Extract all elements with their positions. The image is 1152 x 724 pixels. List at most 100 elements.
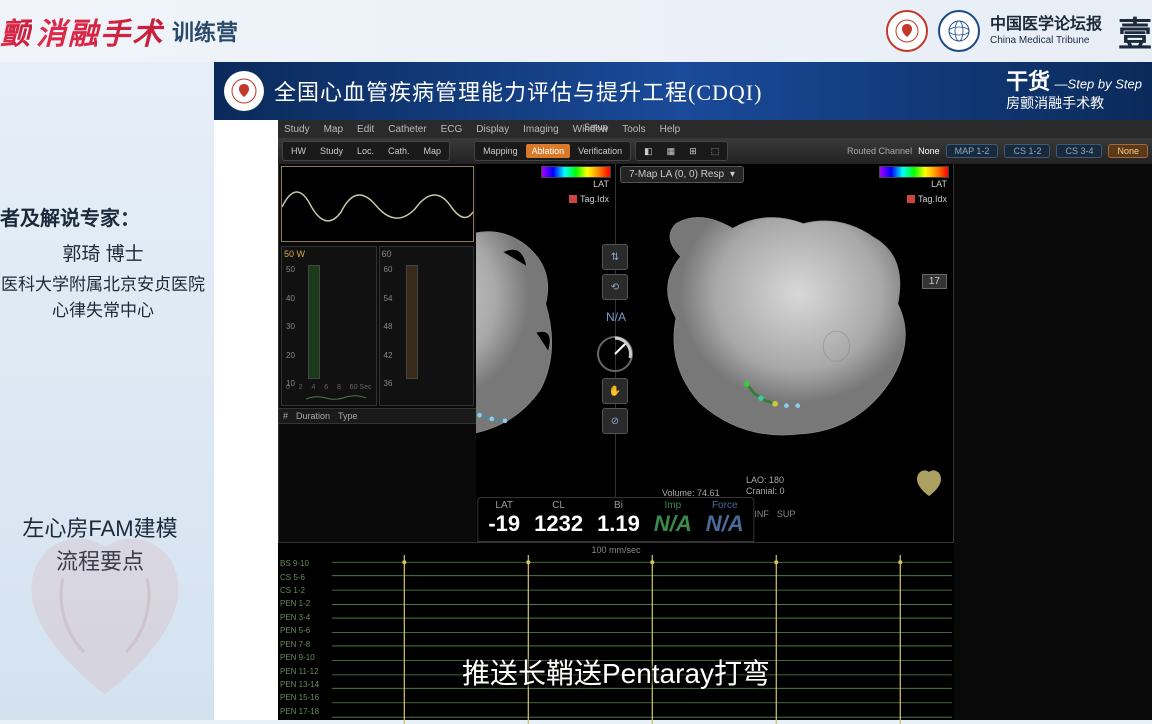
menu-item[interactable]: Map [324,124,343,135]
tool-icon[interactable]: ◧ [638,144,659,159]
cdqi-badge-icon [886,10,928,52]
header-title-main: 消融手术 [36,9,164,53]
menu-item[interactable]: Study [284,124,310,135]
mode-tab-group: Mapping Ablation Verification [474,141,631,161]
ecg-label: BS 9-10 [280,557,330,570]
nav-sup[interactable]: SUP [777,509,796,519]
menu-item[interactable]: ECG [441,124,463,135]
ecg-label: PEN 13-14 [280,678,330,691]
caption-overlay: 推送长鞘送Pentaray打弯 [462,652,770,692]
readout-imp: ImpN/A [654,500,692,537]
mode-mapping[interactable]: Mapping [477,144,524,158]
routed-value: None [918,146,940,156]
tab-cath[interactable]: Cath. [382,144,416,158]
expert-name: 郭琦 博士 [0,239,206,266]
center-na: N/A [602,310,630,324]
orient-info-right: LAO: 180 Cranial: 0 [746,475,785,498]
expert-heading: 者及解说专家： [0,202,206,231]
tab-loc[interactable]: Loc. [351,144,380,158]
readout-lat: LAT-19 [488,500,520,537]
map-header-text: 7-Map LA (0, 0) Resp [629,169,724,180]
wave-box[interactable] [281,166,474,242]
setup-label: Setup [578,120,614,134]
gauge-bar [406,265,418,379]
gauge-scale: 60 54 48 42 36 [384,265,402,379]
banner-right-big: 干货 [1006,69,1050,94]
lat-label: LAT [931,179,947,189]
col-num: # [283,411,288,421]
header-title-sub: 训练营 [172,15,238,47]
tool-icon[interactable]: ⬚ [705,144,726,159]
mode-ablation[interactable]: Ablation [526,144,571,158]
menu-item[interactable]: Catheter [388,124,426,135]
chevron-down-icon[interactable]: ▾ [730,169,735,180]
lat-label: LAT [593,179,609,189]
ecg-label: PEN 9-10 [280,651,330,664]
tab-map[interactable]: Map [418,144,448,158]
readout-cl: CL1232 [534,500,583,537]
center-tools: ⇅ ⟲ N/A ✋ ⊘ [602,244,630,434]
tab-hw[interactable]: HW [285,144,312,158]
page-header: 颤 消融手术 训练营 中国医学论坛报 China Medical Tribune… [0,0,1152,62]
menu-item[interactable]: Display [476,124,509,135]
sw-toolbar: HW Study Loc. Cath. Map Setup Mapping Ab… [278,138,1152,164]
thumb-heart-icon[interactable] [911,464,947,500]
block-tool-icon[interactable]: ⊘ [602,408,628,434]
software-window: Study Map Edit Catheter ECG Display Imag… [278,120,1152,720]
heart-3d-model-right[interactable] [643,200,926,464]
ecg-label: PEN 15-16 [280,691,330,704]
col-type: Type [338,411,358,421]
routed-none[interactable]: None [1108,144,1148,158]
tribune-label: 中国医学论坛报 China Medical Tribune [990,15,1102,46]
globe-badge-icon [938,10,980,52]
inner-banner-main: 全国心血管疾病管理能力评估与提升工程(CDQI) [274,75,996,107]
banner-right-sub: 房颤消融手术教 [1006,96,1142,114]
ecg-label: CS 1-2 [280,584,330,597]
dial-icon[interactable] [595,334,635,374]
tab-study[interactable]: Study [314,144,349,158]
gauge-scale: 50 40 30 20 10 [286,265,304,379]
tool-icon[interactable]: ▦ [661,144,682,159]
ecg-label: PEN 3-4 [280,611,330,624]
sync-tool-icon[interactable]: ⟲ [602,274,628,300]
header-title-prefix: 颤 [0,9,32,53]
ecg-label: PEN 5-6 [280,624,330,637]
header-left: 颤 消融手术 训练营 [0,9,238,53]
yi-char: 壹 [1118,7,1152,56]
routed-chip[interactable]: MAP 1-2 [946,144,999,158]
duration-header: # Duration Type [279,408,476,424]
ecg-label: PEN 7-8 [280,638,330,651]
inner-banner: 全国心血管疾病管理能力评估与提升工程(CDQI) 干货 —Step by Ste… [214,62,1152,120]
gauge-xaxis: 0246860 Sec [286,384,372,391]
tool-icon[interactable]: ⊞ [683,144,703,159]
expert-affil-1: 医科大学附属北京安贞医院 [0,272,206,298]
menu-item[interactable]: Imaging [523,124,559,135]
left-panel: 者及解说专家： 郭琦 博士 医科大学附属北京安贞医院 心律失常中心 左心房FAM… [0,62,214,720]
ecg-label: PEN 1-2 [280,597,330,610]
tribune-en: China Medical Tribune [990,35,1102,47]
banner-right-step: —Step by Step [1055,76,1142,91]
readout-bar: LAT-19 CL1232 Bi1.19 ImpN/A ForceN/A [477,497,754,542]
menu-item[interactable]: Help [660,124,681,135]
inner-banner-right: 干货 —Step by Step 房颤消融手术教 [1006,68,1142,115]
ecg-traces [332,555,952,724]
mode-verification[interactable]: Verification [572,144,628,158]
ecg-label: PEN 11-12 [280,664,330,677]
inner-badge-icon [224,71,264,111]
header-right: 中国医学论坛报 China Medical Tribune 壹 [886,7,1152,56]
menu-item[interactable]: Edit [357,124,374,135]
routed-label: Routed Channel [847,146,912,156]
routed-chip[interactable]: CS 1-2 [1004,144,1050,158]
menu-item[interactable]: Tools [622,124,645,135]
routed-chip[interactable]: CS 3-4 [1056,144,1102,158]
gauge-bar [308,265,320,379]
col-duration: Duration [296,411,330,421]
hand-tool-icon[interactable]: ✋ [602,378,628,404]
tribune-cn: 中国医学论坛报 [990,15,1102,34]
gauge-temp: 60 60 54 48 42 36 [379,246,475,406]
nav-inf[interactable]: INF [754,509,769,519]
link-tool-icon[interactable]: ⇅ [602,244,628,270]
ecg-strip[interactable]: 100 mm/sec BS 9-10 CS 5-6 CS 1-2 PEN 1-2… [278,542,954,720]
map-header-right[interactable]: 7-Map LA (0, 0) Resp ▾ [620,166,744,183]
map-pane-right[interactable]: 7-Map LA (0, 0) Resp ▾ LAT Tag.Idx 17 [616,164,954,542]
